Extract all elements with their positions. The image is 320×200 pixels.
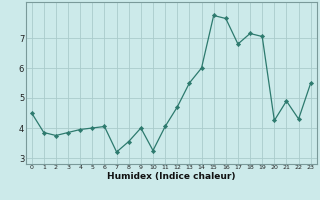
X-axis label: Humidex (Indice chaleur): Humidex (Indice chaleur) [107, 172, 236, 181]
